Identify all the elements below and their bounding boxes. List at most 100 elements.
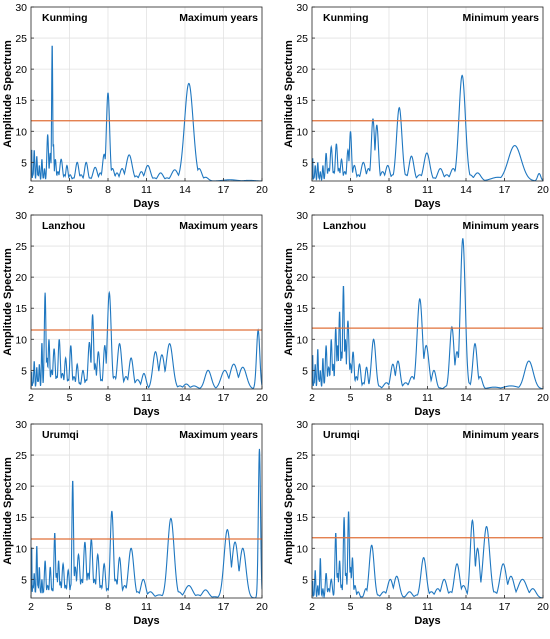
y-axis-label: Amplitude Spectrum: [2, 457, 14, 565]
x-tick-label: 11: [422, 184, 433, 196]
y-tick-label: 10: [296, 334, 308, 346]
y-tick-label: 5: [302, 157, 308, 169]
x-tick-label: 8: [386, 601, 392, 613]
x-axis-label: Days: [414, 198, 440, 210]
y-tick-label: 15: [15, 512, 27, 524]
y-tick-label: 15: [296, 95, 308, 107]
y-tick-label: 20: [15, 481, 27, 493]
x-tick-label: 8: [105, 601, 111, 613]
x-tick-label: 8: [386, 392, 392, 404]
y-axis-label: Amplitude Spectrum: [283, 248, 295, 356]
x-tick-label: 2: [309, 601, 315, 613]
x-tick-label: 5: [348, 392, 354, 404]
y-tick-label: 5: [302, 574, 308, 586]
x-tick-label: 17: [218, 392, 230, 404]
y-tick-label: 30: [296, 419, 308, 431]
period-label: Minimum years: [463, 220, 540, 232]
y-tick-label: 25: [296, 450, 308, 462]
x-tick-label: 2: [28, 601, 34, 613]
y-tick-label: 30: [15, 419, 27, 431]
y-tick-label: 30: [15, 210, 27, 222]
x-tick-label: 14: [179, 392, 191, 404]
station-label: Kunming: [323, 12, 369, 24]
y-tick-label: 30: [296, 210, 308, 222]
x-axis-label: Days: [414, 406, 440, 418]
y-tick-label: 20: [15, 64, 27, 76]
y-tick-label: 5: [21, 157, 27, 169]
x-axis-label: Days: [133, 406, 159, 418]
y-tick-label: 10: [15, 543, 27, 555]
x-tick-label: 14: [460, 601, 472, 613]
period-label: Minimum years: [463, 429, 540, 441]
y-tick-label: 15: [296, 303, 308, 315]
x-tick-label: 20: [537, 392, 549, 404]
y-tick-label: 5: [21, 574, 27, 586]
x-tick-label: 17: [499, 392, 511, 404]
y-tick-label: 20: [15, 272, 27, 284]
x-tick-label: 11: [422, 392, 433, 404]
x-tick-label: 5: [67, 392, 73, 404]
y-axis-label: Amplitude Spectrum: [283, 457, 295, 565]
x-tick-label: 5: [67, 601, 73, 613]
x-tick-label: 11: [141, 184, 152, 196]
x-tick-label: 8: [105, 184, 111, 196]
station-label: Urumqi: [323, 429, 360, 441]
x-tick-label: 11: [422, 601, 433, 613]
x-tick-label: 20: [256, 392, 268, 404]
y-tick-label: 10: [296, 126, 308, 138]
x-axis-label: Days: [133, 198, 159, 210]
x-tick-label: 17: [218, 601, 230, 613]
station-label: Lanzhou: [42, 220, 85, 232]
x-tick-label: 5: [348, 184, 354, 196]
station-label: Lanzhou: [323, 220, 366, 232]
y-tick-label: 15: [296, 512, 308, 524]
y-tick-label: 5: [302, 365, 308, 377]
x-tick-label: 2: [28, 392, 34, 404]
y-tick-label: 30: [15, 2, 27, 14]
x-tick-label: 11: [141, 601, 152, 613]
x-tick-label: 5: [67, 184, 73, 196]
y-tick-label: 20: [296, 481, 308, 493]
x-tick-label: 14: [460, 184, 472, 196]
y-axis-label: Amplitude Spectrum: [283, 40, 295, 148]
y-tick-label: 15: [15, 303, 27, 315]
station-label: Kunming: [42, 12, 88, 24]
x-axis-label: Days: [133, 615, 159, 627]
y-tick-label: 25: [296, 33, 308, 45]
spectrum-line: [312, 74, 543, 181]
x-tick-label: 20: [537, 601, 549, 613]
y-tick-label: 30: [296, 2, 308, 14]
y-tick-label: 10: [15, 334, 27, 346]
period-label: Maximum years: [179, 12, 258, 24]
y-tick-label: 25: [15, 33, 27, 45]
x-tick-label: 20: [537, 184, 549, 196]
y-tick-label: 10: [15, 126, 27, 138]
x-axis-label: Days: [414, 615, 440, 627]
period-label: Minimum years: [463, 12, 540, 24]
x-tick-label: 17: [499, 601, 511, 613]
y-tick-label: 15: [15, 95, 27, 107]
y-tick-label: 25: [15, 241, 27, 253]
spectrum-line: [312, 511, 543, 598]
x-tick-label: 8: [386, 184, 392, 196]
x-tick-label: 2: [28, 184, 34, 196]
y-axis-label: Amplitude Spectrum: [2, 40, 14, 148]
x-tick-label: 8: [105, 392, 111, 404]
x-tick-label: 14: [460, 392, 472, 404]
x-tick-label: 2: [309, 184, 315, 196]
x-tick-label: 2: [309, 392, 315, 404]
x-tick-label: 20: [256, 601, 268, 613]
spectrum-line: [31, 448, 262, 598]
x-tick-label: 17: [499, 184, 511, 196]
x-tick-label: 17: [218, 184, 230, 196]
y-axis-label: Amplitude Spectrum: [2, 248, 14, 356]
y-tick-label: 10: [296, 543, 308, 555]
x-tick-label: 20: [256, 184, 268, 196]
